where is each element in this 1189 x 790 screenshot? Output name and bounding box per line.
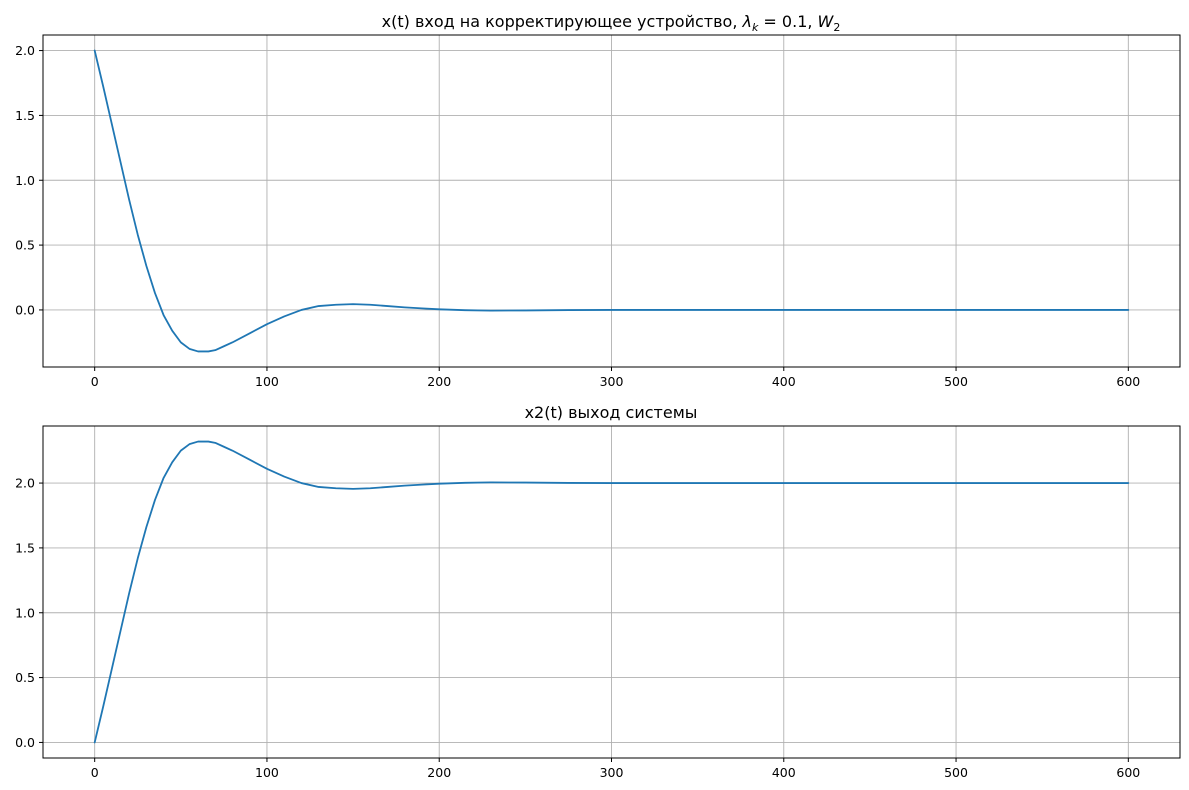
top-ytick-label: 0.0: [15, 302, 35, 317]
bottom-xtick-label: 500: [944, 765, 968, 780]
bottom-xtick-label: 100: [255, 765, 279, 780]
bottom-xtick-label: 200: [427, 765, 451, 780]
top-chart-title: x(t) вход на корректирующее устройство, …: [382, 12, 841, 34]
top-axes: 0 100 200 300 400 500 600 0.0 0.5 1.0 1.5 2.0: [15, 34, 1181, 389]
bottom-ytick-label: 0.0: [15, 735, 35, 750]
bottom-chart-title: x2(t) выход системы: [525, 403, 698, 422]
bottom-axes: 0 100 200 300 400 500 600 0.0 0.5 1.0 1.5 2.0: [15, 425, 1181, 780]
top-xtick-label: 0: [91, 374, 99, 389]
top-ytick-label: 2.0: [15, 43, 35, 58]
bottom-series-line: [93, 440, 1130, 744]
top-ytick-label: 1.5: [15, 108, 35, 123]
bottom-ytick-label: 1.5: [15, 540, 35, 555]
top-xtick-label: 300: [600, 374, 624, 389]
bottom-xtick-label: 300: [600, 765, 624, 780]
bottom-xtick-label: 600: [1116, 765, 1140, 780]
bottom-ytick-label: 1.0: [15, 605, 35, 620]
bottom-xtick-label: 400: [772, 765, 796, 780]
top-xtick-label: 400: [772, 374, 796, 389]
bottom-xtick-label: 0: [91, 765, 99, 780]
top-series-line: [93, 49, 1130, 353]
top-xtick-label: 100: [255, 374, 279, 389]
top-ytick-label: 0.5: [15, 238, 35, 253]
top-ytick-label: 1.0: [15, 173, 35, 188]
bottom-ytick-label: 2.0: [15, 476, 35, 491]
top-xtick-label: 600: [1116, 374, 1140, 389]
bottom-ytick-label: 0.5: [15, 670, 35, 685]
top-xtick-label: 500: [944, 374, 968, 389]
top-xtick-label: 200: [427, 374, 451, 389]
